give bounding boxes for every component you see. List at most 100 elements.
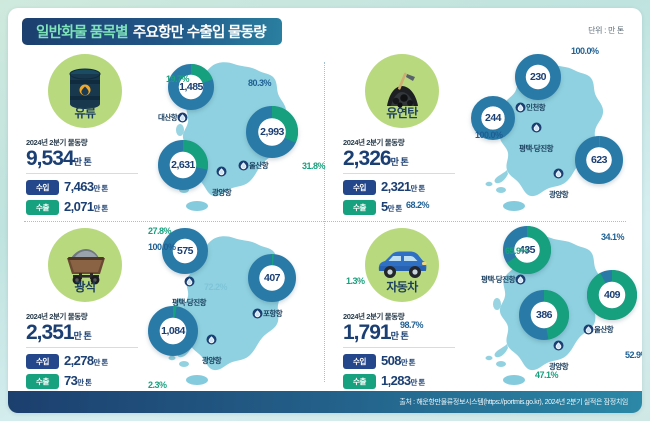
total-volume-oil: 9,534만 톤 [26, 147, 92, 170]
donut-chart-car-2 [587, 270, 637, 320]
import-row-oil: 수입 7,463만 톤 [26, 178, 144, 196]
port-donut-oil-0: 1,485 [168, 64, 214, 110]
export-pct-ore-1: 1.3% [346, 276, 365, 286]
port-marker-ore-2: 광양항 [202, 332, 222, 368]
quadrant-car: 자동차 2024년 2분기 물동량 1,791만 톤 수입 508만 톤 수출 … [325, 222, 642, 396]
infographic-card: 일반화물 품목별 주요항만 수출입 물동량 단위 : 만 톤 유류 2024년 … [8, 8, 642, 413]
total-volume-ore: 2,351만 톤 [26, 321, 92, 344]
port-pin-icon [515, 102, 526, 113]
ore-cart-icon: 광석 [48, 228, 122, 302]
import-chip: 수입 [26, 179, 59, 195]
export-pct-car-1: 47.1% [535, 370, 559, 380]
export-chip: 수출 [26, 373, 59, 389]
import-row-car: 수입 508만 톤 [343, 352, 461, 370]
port-marker-oil-1: 울산항 [238, 160, 269, 171]
import-row-coal: 수입 2,321만 톤 [343, 178, 461, 196]
import-pct-car-1: 52.9% [625, 350, 642, 360]
port-marker-car-1: 광양항 [549, 338, 569, 374]
port-name-coal-0: 인천항 [526, 103, 546, 112]
donut-chart-oil-1 [246, 106, 298, 158]
port-volume-coal-2: 623 [590, 154, 608, 166]
port-name-car-1: 광양항 [549, 362, 569, 371]
title-rest: 주요항만 수출입 물동량 [132, 25, 267, 41]
port-volume-coal-1: 244 [484, 112, 502, 124]
port-pin-icon [583, 324, 594, 335]
divider [26, 173, 138, 175]
export-row-car: 수출 1,283만 톤 [343, 372, 461, 390]
footer-bar: 출처 : 해운항만물류정보시스템(https://portmis.go.kr),… [8, 391, 642, 413]
port-marker-car-2: 울산항 [583, 324, 614, 335]
port-donut-car-0: 435 [503, 226, 551, 274]
export-row-oil: 수출 2,071만 톤 [26, 198, 144, 216]
port-pin-icon [553, 340, 564, 351]
port-name-car-2: 울산항 [594, 325, 614, 334]
port-volume-ore-0: 575 [176, 245, 194, 257]
port-volume-ore-2: 1,084 [161, 325, 185, 337]
quadrant-ore: 광석 2024년 2분기 물동량 2,351만 톤 수입 2,278만 톤 수출… [8, 222, 424, 396]
donut-chart-oil-2 [158, 140, 208, 190]
import-chip: 수입 [343, 353, 376, 369]
port-name-ore-2: 광양항 [202, 356, 222, 365]
map-coal: 230 100.0% 인천항 244 100.0% 평택·당진항 623 [457, 46, 642, 222]
import-pct-ore-1: 98.7% [400, 320, 424, 330]
port-volume-oil-0: 1,485 [179, 81, 203, 93]
export-value: 1,283만 톤 [381, 373, 425, 389]
period-label-coal: 2024년 2분기 물동량 [343, 138, 405, 147]
map-ore: 575 100.0% 평택·당진항 407 98.7% 1.3% 포항항 1,08… [140, 222, 424, 396]
port-pin-icon [252, 308, 263, 319]
port-name-ore-1: 포항항 [263, 309, 283, 318]
port-marker-coal-0: 인천항 [515, 102, 546, 113]
port-donut-coal-1: 244 [471, 96, 515, 140]
port-name-oil-1: 울산항 [249, 161, 269, 170]
import-chip: 수입 [343, 179, 376, 195]
port-donut-ore-1: 407 [248, 254, 296, 302]
export-pct-ore-2: 2.3% [148, 380, 167, 390]
donut-chart-oil-0 [168, 64, 214, 110]
port-pin-icon [553, 168, 564, 179]
donut-chart-car-0 [503, 226, 551, 274]
oil-drum-icon: 유류 [48, 54, 122, 128]
export-value: 2,071만 톤 [64, 199, 108, 215]
port-pin-icon [184, 276, 194, 287]
port-name-oil-2: 광양항 [212, 188, 232, 197]
port-name-coal-1: 평택·당진항 [519, 144, 554, 153]
port-name-car-0: 평택·당진항 [481, 275, 516, 284]
coal-pile-icon: 유연탄 [365, 54, 439, 128]
donut-chart-coal-1 [471, 96, 515, 140]
unit-note: 단위 : 만 톤 [588, 26, 624, 35]
export-row-ore: 수출 73만 톤 [26, 372, 144, 390]
map-oil: 1,485 80.3% 19.7% 대산항 2,993 68.2% 31.8% 울산항… [140, 48, 430, 292]
port-donut-oil-2: 2,631 [158, 140, 208, 190]
port-donut-coal-0: 230 [515, 54, 561, 100]
port-volume-car-0: 435 [518, 244, 536, 256]
port-pin-icon [206, 334, 217, 345]
port-pin-icon [177, 112, 188, 123]
port-marker-oil-0: 대산항 [158, 112, 188, 123]
port-marker-oil-2: 광양항 [212, 164, 232, 200]
import-pct-oil-1: 68.2% [406, 200, 430, 210]
port-donut-ore-2: 1,084 [148, 306, 198, 356]
export-row-coal: 수출 5만 톤 [343, 198, 461, 216]
import-value: 2,321만 톤 [381, 179, 425, 195]
donut-chart-coal-2 [575, 136, 623, 184]
category-name-car: 자동차 [386, 280, 418, 294]
title-highlight: 일반화물 품목별 [36, 25, 129, 41]
import-pct-oil-0: 80.3% [248, 78, 272, 88]
export-pct-oil-0: 19.7% [166, 74, 190, 84]
page-title: 일반화물 품목별 주요항만 수출입 물동량 [22, 18, 282, 45]
car-icon: 자동차 [365, 228, 439, 302]
port-donut-coal-2: 623 [575, 136, 623, 184]
horizontal-divider [24, 221, 626, 222]
port-marker-coal-1: 평택·당진항 [519, 120, 554, 156]
donut-chart-ore-2 [148, 306, 198, 356]
port-pin-icon [238, 160, 249, 171]
port-pin-icon [531, 122, 541, 133]
port-volume-ore-1: 407 [263, 272, 281, 284]
port-donut-ore-0: 575 [162, 228, 208, 274]
port-volume-coal-0: 230 [529, 71, 547, 83]
summary-coal: 유연탄 2024년 2분기 물동량 2,326만 톤 수입 2,321만 톤 수… [343, 54, 461, 218]
category-name-oil: 유류 [74, 106, 96, 120]
port-donut-car-1: 386 [519, 290, 569, 340]
period-label-oil: 2024년 2분기 물동량 [26, 138, 88, 147]
donut-chart-ore-0 [162, 228, 208, 274]
